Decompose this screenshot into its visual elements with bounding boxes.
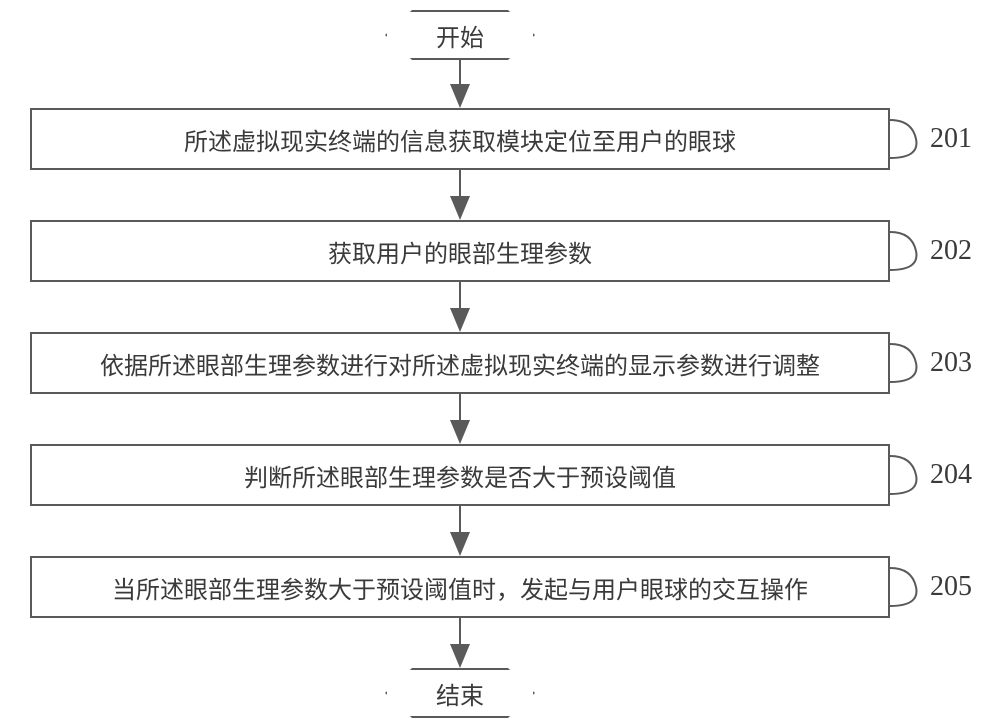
terminal-start: 开始: [385, 10, 535, 60]
process-205-text: 当所述眼部生理参数大于预设阈值时，发起与用户眼球的交互操作: [112, 570, 808, 605]
label-202: 202: [930, 235, 972, 267]
terminal-start-text: 开始: [436, 18, 484, 53]
process-204-text: 判断所述眼部生理参数是否大于预设阈值: [244, 458, 676, 493]
label-204: 204: [930, 459, 972, 491]
process-205: 当所述眼部生理参数大于预设阈值时，发起与用户眼球的交互操作: [30, 556, 890, 618]
process-201-text: 所述虚拟现实终端的信息获取模块定位至用户的眼球: [184, 122, 736, 157]
terminal-end: 结束: [385, 668, 535, 718]
process-203-text: 依据所述眼部生理参数进行对所述虚拟现实终端的显示参数进行调整: [100, 346, 820, 381]
process-204: 判断所述眼部生理参数是否大于预设阈值: [30, 444, 890, 506]
process-202-text: 获取用户的眼部生理参数: [328, 234, 592, 269]
flowchart-canvas: 开始 所述虚拟现实终端的信息获取模块定位至用户的眼球 201 获取用户的眼部生理…: [0, 0, 1000, 728]
process-202: 获取用户的眼部生理参数: [30, 220, 890, 282]
label-201: 201: [930, 123, 972, 155]
terminal-end-text: 结束: [436, 676, 484, 711]
label-203: 203: [930, 347, 972, 379]
process-203: 依据所述眼部生理参数进行对所述虚拟现实终端的显示参数进行调整: [30, 332, 890, 394]
label-205: 205: [930, 571, 972, 603]
process-201: 所述虚拟现实终端的信息获取模块定位至用户的眼球: [30, 108, 890, 170]
